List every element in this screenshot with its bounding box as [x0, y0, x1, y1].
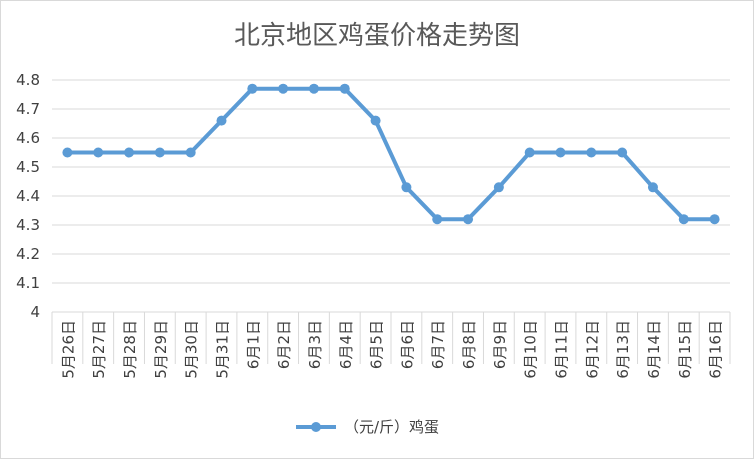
x-tick-label: 5月29日 — [152, 320, 170, 379]
y-tick-label: 4.5 — [16, 158, 40, 176]
y-tick-label: 4.7 — [16, 100, 40, 118]
y-tick-label: 4.4 — [16, 187, 40, 205]
data-point — [493, 182, 504, 193]
legend: （元/斤）鸡蛋 — [296, 418, 439, 436]
x-tick-label: 6月3日 — [306, 320, 324, 369]
x-tick-label: 6月15日 — [676, 320, 694, 379]
x-tick-label: 5月27日 — [90, 320, 108, 379]
data-point — [617, 147, 628, 158]
series-line — [65, 86, 717, 222]
x-tick-label: 5月30日 — [183, 320, 201, 379]
data-point — [154, 147, 165, 158]
data-point — [308, 83, 319, 94]
y-tick-label: 4.3 — [16, 216, 40, 234]
y-tick-label: 4 — [30, 303, 40, 321]
x-tick-label: 6月16日 — [707, 320, 725, 379]
chart-title: 北京地区鸡蛋价格走势图 — [234, 21, 520, 51]
data-point — [93, 147, 104, 158]
x-tick-label: 6月13日 — [614, 320, 632, 379]
x-tick-label: 6月12日 — [583, 320, 601, 379]
gridlines — [51, 79, 731, 364]
x-tick-label: 6月14日 — [645, 320, 663, 379]
x-axis-tick-labels: 5月26日 5月27日 5月28日 5月29日 5月30日 5月31日 6月1日 6月2日 6月… — [59, 320, 724, 379]
x-tick-label: 6月2日 — [275, 320, 293, 369]
data-point — [678, 214, 689, 225]
x-tick-label: 6月5日 — [368, 320, 386, 369]
data-point — [524, 147, 535, 158]
data-point — [463, 214, 474, 225]
x-tick-label: 6月1日 — [244, 320, 262, 369]
data-point — [216, 115, 227, 126]
data-point — [555, 147, 566, 158]
legend-label: （元/斤）鸡蛋 — [344, 418, 439, 436]
x-tick-label: 6月6日 — [398, 320, 416, 369]
data-point — [370, 115, 381, 126]
x-tick-label: 6月11日 — [553, 320, 571, 379]
x-tick-label: 6月4日 — [337, 320, 355, 369]
data-point — [647, 182, 658, 193]
data-point — [185, 147, 196, 158]
data-point — [124, 147, 135, 158]
y-tick-label: 4.1 — [16, 274, 40, 292]
legend-point-marker — [311, 422, 321, 432]
y-tick-label: 4.8 — [16, 71, 40, 89]
x-tick-label: 6月9日 — [491, 320, 509, 369]
data-point — [586, 147, 597, 158]
data-point — [709, 214, 720, 225]
data-point — [401, 182, 412, 193]
x-tick-label: 5月26日 — [59, 320, 77, 379]
series-layer — [62, 83, 720, 225]
x-tick-label: 5月28日 — [121, 320, 139, 379]
y-tick-label: 4.6 — [16, 129, 40, 147]
x-tick-label: 5月31日 — [214, 320, 232, 379]
data-point — [432, 214, 443, 225]
data-point — [247, 83, 258, 94]
x-tick-label: 6月8日 — [460, 320, 478, 369]
data-point — [62, 147, 73, 158]
y-tick-label: 4.2 — [16, 245, 40, 263]
y-axis-tick-labels: 4 4.1 4.2 4.3 4.4 4.5 4.6 4.7 4.8 — [16, 71, 40, 321]
x-tick-label: 6月7日 — [429, 320, 447, 369]
data-point — [278, 83, 289, 94]
x-tick-label: 6月10日 — [522, 320, 540, 379]
data-point — [339, 83, 350, 94]
